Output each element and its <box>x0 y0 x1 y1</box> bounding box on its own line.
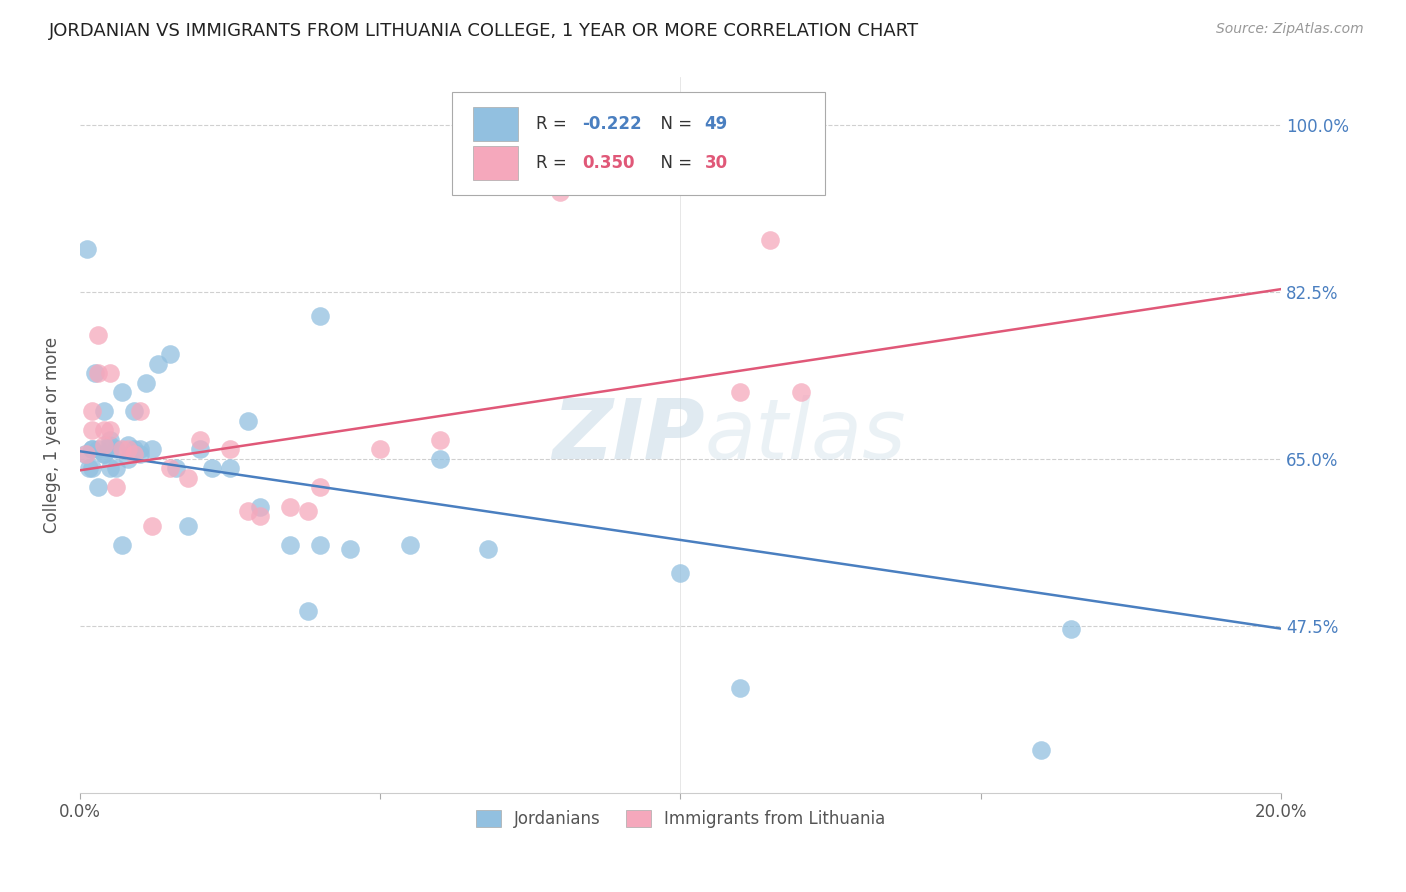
Point <box>98 442 121 457</box>
Point <box>159 461 181 475</box>
Point <box>117 442 139 457</box>
Point <box>177 518 200 533</box>
Point <box>309 309 332 323</box>
Point <box>129 404 152 418</box>
Point <box>98 437 121 451</box>
Point <box>669 566 692 581</box>
Point <box>93 404 115 418</box>
Point <box>98 433 121 447</box>
Point <box>789 385 811 400</box>
Point <box>93 437 115 451</box>
Point <box>129 442 152 457</box>
Text: ZIP: ZIP <box>551 394 704 475</box>
Point <box>1029 743 1052 757</box>
Text: 49: 49 <box>704 115 728 133</box>
Point <box>111 538 134 552</box>
Bar <box>472 107 519 141</box>
Point <box>98 366 121 380</box>
Point <box>93 447 115 461</box>
Point <box>80 423 103 437</box>
Point <box>80 404 103 418</box>
Point <box>141 518 163 533</box>
Point <box>368 442 391 457</box>
Point <box>111 385 134 400</box>
Point <box>1060 622 1083 636</box>
Text: Source: ZipAtlas.com: Source: ZipAtlas.com <box>1216 22 1364 37</box>
Point <box>477 542 499 557</box>
Point <box>309 538 332 552</box>
Point <box>75 447 97 461</box>
Point <box>399 538 422 552</box>
Point <box>111 442 134 457</box>
Bar <box>472 146 519 180</box>
Point <box>73 447 96 461</box>
Point <box>297 605 319 619</box>
Point <box>249 500 271 514</box>
Point <box>177 471 200 485</box>
Point <box>77 461 100 475</box>
Point <box>759 233 782 247</box>
Y-axis label: College, 1 year or more: College, 1 year or more <box>44 337 60 533</box>
Point <box>104 442 127 457</box>
Text: N =: N = <box>651 154 697 172</box>
Point <box>80 442 103 457</box>
Point <box>87 366 110 380</box>
Point <box>87 442 110 457</box>
Point <box>309 481 332 495</box>
Text: atlas: atlas <box>704 394 905 475</box>
Text: 30: 30 <box>704 154 727 172</box>
Point <box>188 433 211 447</box>
Point <box>730 681 752 695</box>
Point <box>219 461 242 475</box>
Point <box>117 451 139 466</box>
Point <box>80 461 103 475</box>
Point <box>339 542 361 557</box>
Point <box>219 442 242 457</box>
Point <box>117 437 139 451</box>
Point <box>98 461 121 475</box>
Text: -0.222: -0.222 <box>582 115 641 133</box>
Point <box>201 461 224 475</box>
Point <box>135 376 157 390</box>
Point <box>76 242 98 256</box>
Point <box>730 385 752 400</box>
Point <box>146 357 169 371</box>
Legend: Jordanians, Immigrants from Lithuania: Jordanians, Immigrants from Lithuania <box>470 803 891 834</box>
Point <box>93 423 115 437</box>
Point <box>87 327 110 342</box>
Point <box>165 461 187 475</box>
Point <box>236 504 259 518</box>
Point <box>159 347 181 361</box>
Point <box>83 366 105 380</box>
Point <box>104 461 127 475</box>
Point <box>129 447 152 461</box>
Point <box>188 442 211 457</box>
Point <box>93 447 115 461</box>
Point <box>141 442 163 457</box>
Point <box>249 509 271 524</box>
Point <box>429 451 451 466</box>
Point <box>104 481 127 495</box>
Text: R =: R = <box>536 154 578 172</box>
Point <box>80 442 103 457</box>
Point <box>429 433 451 447</box>
Point <box>122 447 145 461</box>
Point <box>98 423 121 437</box>
Text: R =: R = <box>536 115 572 133</box>
Point <box>236 414 259 428</box>
Point <box>278 500 301 514</box>
Point <box>122 404 145 418</box>
Point <box>297 504 319 518</box>
Point <box>87 481 110 495</box>
Text: N =: N = <box>651 115 697 133</box>
Text: 0.350: 0.350 <box>582 154 634 172</box>
Point <box>278 538 301 552</box>
FancyBboxPatch shape <box>453 92 824 195</box>
Text: JORDANIAN VS IMMIGRANTS FROM LITHUANIA COLLEGE, 1 YEAR OR MORE CORRELATION CHART: JORDANIAN VS IMMIGRANTS FROM LITHUANIA C… <box>49 22 920 40</box>
Point <box>550 185 572 199</box>
Point <box>122 442 145 457</box>
